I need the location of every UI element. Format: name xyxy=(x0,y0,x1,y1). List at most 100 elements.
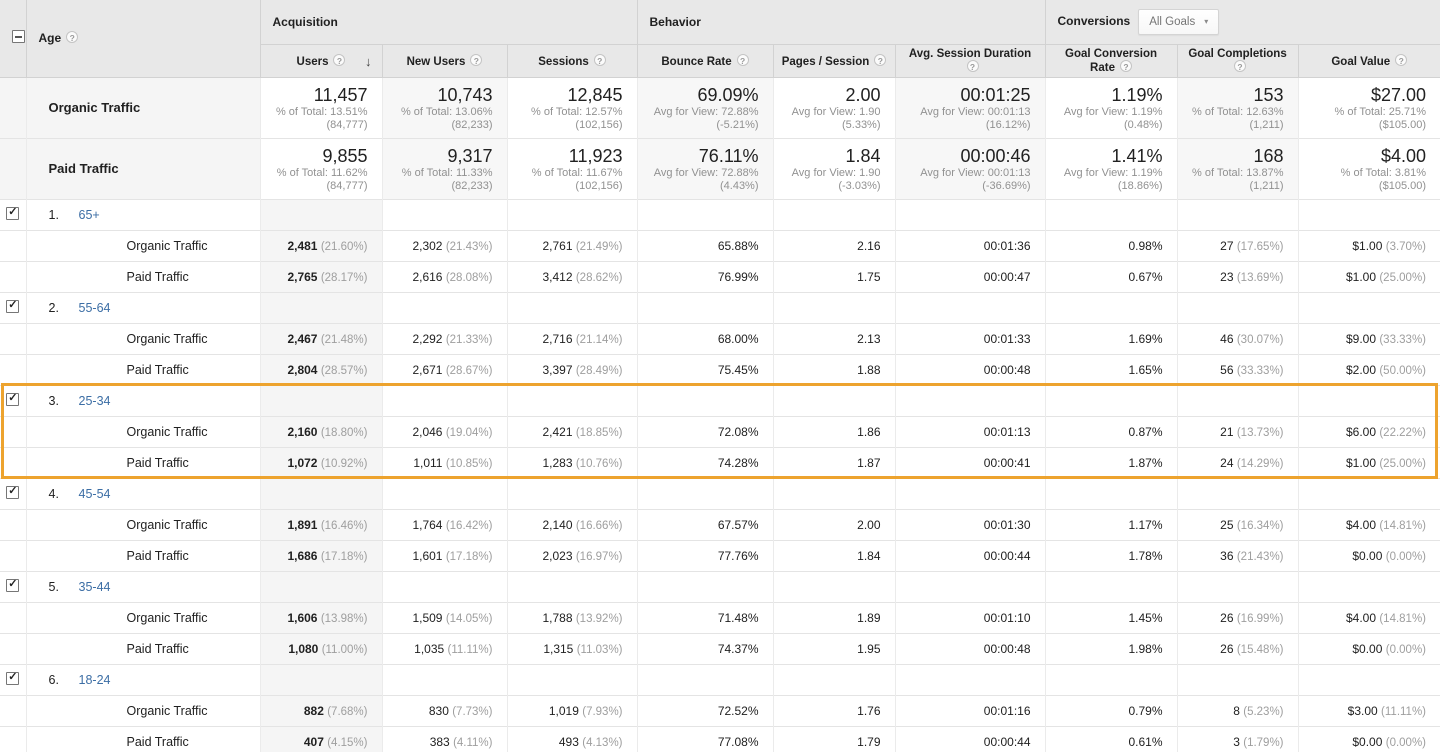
age-group-link[interactable]: 18-24 xyxy=(78,672,111,687)
checkbox-cell-empty xyxy=(0,725,26,752)
help-icon[interactable]: ? xyxy=(333,53,346,66)
metric-percent-of-total: (18.80%) xyxy=(320,426,368,439)
empty-metric-pages-session xyxy=(772,384,896,416)
empty-metric-bounce-rate xyxy=(636,663,774,695)
empty-metric-goal-completions xyxy=(1176,198,1299,230)
row-index: 2. xyxy=(48,300,59,315)
row-checkbox[interactable] xyxy=(6,392,20,406)
age-group-link[interactable]: 35-44 xyxy=(78,579,111,594)
metric-value: 2,140 xyxy=(542,517,573,532)
row-checkbox[interactable] xyxy=(6,671,20,685)
row-checkbox[interactable] xyxy=(6,578,20,592)
metric-percent-of-total: (16.42%) xyxy=(445,519,493,532)
metric-value: 27 xyxy=(1220,238,1234,253)
help-icon[interactable]: ? xyxy=(966,59,979,72)
column-header-avg-session-duration[interactable]: Avg. Session Duration? xyxy=(894,44,1046,78)
metric-value: 2,765 xyxy=(287,269,318,284)
metric-cell-new-users: 383 (4.11%) xyxy=(381,725,507,752)
column-header-pages-session[interactable]: Pages / Session? xyxy=(772,44,896,78)
checkbox-cell-empty xyxy=(0,260,26,292)
metric-percent-of-total: (28.17%) xyxy=(320,271,368,284)
metric-value: 2.00 xyxy=(857,517,881,532)
column-header-users[interactable]: Users? ↓ xyxy=(259,44,382,78)
row-checkbox[interactable] xyxy=(6,485,20,499)
summary-metric-value: $4.00 xyxy=(1380,145,1427,166)
metric-cell-new-users: 1,011 (10.85%) xyxy=(381,446,507,478)
metric-percent-of-total: (11.00%) xyxy=(321,643,368,656)
summary-metric-value: 1.84 xyxy=(845,145,881,166)
age-column-header[interactable]: Age? xyxy=(25,0,260,78)
empty-metric-users xyxy=(259,477,382,509)
help-icon[interactable]: ? xyxy=(593,53,606,66)
summary-metric-comparison: Avg for View: 00:01:13 xyxy=(920,105,1031,118)
column-header-new-users[interactable]: New Users? xyxy=(381,44,507,78)
metric-percent-of-total: (28.57%) xyxy=(320,364,368,377)
empty-metric-new-users xyxy=(381,477,507,509)
segment-label: Organic Traffic xyxy=(25,229,260,261)
select-all-checkbox[interactable] xyxy=(12,30,26,44)
column-header-sessions[interactable]: Sessions? xyxy=(506,44,638,78)
empty-metric-avg-session-duration xyxy=(894,291,1046,323)
metric-value: 1.98% xyxy=(1128,641,1163,656)
metric-cell-goal-value: $0.00 (0.00%) xyxy=(1297,539,1440,571)
column-header-goal-value[interactable]: Goal Value? xyxy=(1297,44,1440,78)
column-header-bounce-rate[interactable]: Bounce Rate? xyxy=(636,44,774,78)
empty-metric-new-users xyxy=(381,291,507,323)
age-group-link[interactable]: 55-64 xyxy=(78,300,111,315)
empty-metric-bounce-rate xyxy=(636,570,774,602)
help-icon[interactable]: ? xyxy=(874,53,887,66)
metric-value: 2,160 xyxy=(287,424,318,439)
column-header-label: Bounce Rate xyxy=(661,55,732,68)
help-icon[interactable]: ? xyxy=(470,53,483,66)
metric-value: 1,788 xyxy=(542,610,573,625)
checkbox-cell-empty xyxy=(0,322,26,354)
empty-metric-new-users xyxy=(381,663,507,695)
metric-value: 2,481 xyxy=(287,238,318,253)
row-checkbox[interactable] xyxy=(6,299,20,313)
metric-cell-goal-completions: 26 (15.48%) xyxy=(1176,632,1299,664)
age-group-link[interactable]: 45-54 xyxy=(78,486,111,501)
summary-metric-comparison: Avg for View: 72.88% xyxy=(653,166,759,179)
metric-percent-of-total: (11.03%) xyxy=(576,643,623,656)
metric-cell-avg-session-duration: 00:01:30 xyxy=(894,508,1046,540)
metric-value: 56 xyxy=(1220,362,1234,377)
summary-row-organic: Organic Traffic 11,457% of Total: 13.51%(… xyxy=(0,76,1440,138)
help-icon[interactable]: ? xyxy=(1234,59,1247,72)
metric-percent-of-total: (21.33%) xyxy=(445,333,493,346)
column-header-goal-completions[interactable]: Goal Completions? xyxy=(1176,44,1299,78)
metric-cell-pages-session: 1.86 xyxy=(772,415,896,447)
summary-metric-total: (102,156) xyxy=(575,118,623,131)
metric-cell-sessions: 1,315 (11.03%) xyxy=(506,632,638,664)
age-group-link[interactable]: 25-34 xyxy=(78,393,111,408)
metric-cell-new-users: 2,616 (28.08%) xyxy=(381,260,507,292)
column-header-goal-conversion-rate[interactable]: Goal Conversion Rate? xyxy=(1044,44,1178,78)
metric-percent-of-total: (14.81%) xyxy=(1379,519,1427,532)
metric-value: 1.84 xyxy=(857,548,881,563)
help-icon[interactable]: ? xyxy=(736,53,749,66)
metric-percent-of-total: (33.33%) xyxy=(1379,333,1427,346)
summary-metric-total: (1,211) xyxy=(1249,118,1284,131)
metric-cell-goal-completions: 23 (13.69%) xyxy=(1176,260,1299,292)
summary-metric-goal-value: $27.00% of Total: 25.71% ($105.00) xyxy=(1297,76,1440,138)
summary-metric-total: (102,156) xyxy=(575,179,623,192)
summary-metric-value: 168 xyxy=(1253,145,1284,166)
metric-value: 1,601 xyxy=(412,548,443,563)
metric-cell-goal-value: $1.00 (25.00%) xyxy=(1297,260,1440,292)
row-checkbox-cell xyxy=(0,570,26,602)
summary-metric-comparison: Avg for View: 1.90 xyxy=(791,105,881,118)
checkbox-cell-empty xyxy=(0,137,26,199)
column-header-label: Goal Completions xyxy=(1188,47,1287,60)
metric-cell-goal-value: $0.00 (0.00%) xyxy=(1297,632,1440,664)
help-icon[interactable]: ? xyxy=(1395,53,1408,66)
row-checkbox[interactable] xyxy=(6,206,20,220)
empty-metric-goal-value xyxy=(1297,663,1440,695)
help-icon[interactable]: ? xyxy=(1119,59,1132,72)
metric-cell-users: 2,765 (28.17%) xyxy=(259,260,382,292)
empty-metric-goal-conversion-rate xyxy=(1044,477,1178,509)
checkbox-cell-empty xyxy=(0,601,26,633)
metric-value: 2,671 xyxy=(412,362,443,377)
age-group-link[interactable]: 65+ xyxy=(78,207,100,222)
goals-selector-dropdown[interactable]: All Goals ▾ xyxy=(1138,8,1220,35)
help-icon[interactable]: ? xyxy=(66,31,79,44)
empty-metric-goal-completions xyxy=(1176,570,1299,602)
